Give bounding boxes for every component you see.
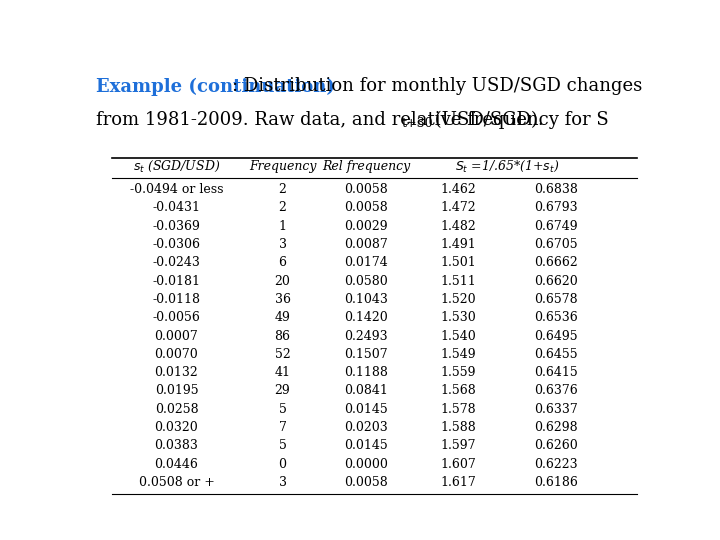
Text: 0.6186: 0.6186 bbox=[534, 476, 578, 489]
Text: 0.0058: 0.0058 bbox=[344, 183, 388, 196]
Text: 0.0070: 0.0070 bbox=[155, 348, 199, 361]
Text: 0.0580: 0.0580 bbox=[344, 275, 388, 288]
Text: 1.491: 1.491 bbox=[441, 238, 476, 251]
Text: 5: 5 bbox=[279, 439, 287, 453]
Text: 3: 3 bbox=[279, 476, 287, 489]
Text: 0.6298: 0.6298 bbox=[534, 421, 577, 434]
Text: 1.530: 1.530 bbox=[441, 311, 476, 324]
Text: 0.0145: 0.0145 bbox=[344, 439, 388, 453]
Text: 0.6337: 0.6337 bbox=[534, 403, 578, 416]
Text: 1.559: 1.559 bbox=[441, 366, 476, 379]
Text: 0.0508 or +: 0.0508 or + bbox=[138, 476, 215, 489]
Text: 0.6838: 0.6838 bbox=[534, 183, 578, 196]
Text: 0.6620: 0.6620 bbox=[534, 275, 578, 288]
Text: Example (continuation): Example (continuation) bbox=[96, 77, 335, 96]
Text: -0.0306: -0.0306 bbox=[153, 238, 200, 251]
Text: 0.6749: 0.6749 bbox=[534, 220, 577, 233]
Text: 1.540: 1.540 bbox=[441, 329, 476, 342]
Text: 6: 6 bbox=[279, 256, 287, 269]
Text: 0.6536: 0.6536 bbox=[534, 311, 578, 324]
Text: 0.6495: 0.6495 bbox=[534, 329, 577, 342]
Text: Frequency: Frequency bbox=[249, 160, 316, 173]
Text: 3: 3 bbox=[279, 238, 287, 251]
Text: 0.0841: 0.0841 bbox=[344, 384, 388, 397]
Text: 1: 1 bbox=[279, 220, 287, 233]
Text: 1.597: 1.597 bbox=[441, 439, 476, 453]
Text: 0.6223: 0.6223 bbox=[534, 457, 577, 470]
Text: 0.2493: 0.2493 bbox=[344, 329, 388, 342]
Text: 0.0258: 0.0258 bbox=[155, 403, 198, 416]
Text: t+30: t+30 bbox=[401, 117, 433, 130]
Text: -0.0056: -0.0056 bbox=[153, 311, 200, 324]
Text: 0.6260: 0.6260 bbox=[534, 439, 578, 453]
Text: 0.0000: 0.0000 bbox=[344, 457, 388, 470]
Text: 0.0383: 0.0383 bbox=[155, 439, 199, 453]
Text: 0.6455: 0.6455 bbox=[534, 348, 577, 361]
Text: -0.0494 or less: -0.0494 or less bbox=[130, 183, 223, 196]
Text: 0.6662: 0.6662 bbox=[534, 256, 578, 269]
Text: 0.0195: 0.0195 bbox=[155, 384, 198, 397]
Text: 0.1043: 0.1043 bbox=[344, 293, 388, 306]
Text: 7: 7 bbox=[279, 421, 287, 434]
Text: 1.588: 1.588 bbox=[441, 421, 476, 434]
Text: 1.520: 1.520 bbox=[441, 293, 476, 306]
Text: -0.0431: -0.0431 bbox=[153, 201, 200, 214]
Text: 2: 2 bbox=[279, 183, 287, 196]
Text: 5: 5 bbox=[279, 403, 287, 416]
Text: $S_t$ =1/.65*(1+$s_t$): $S_t$ =1/.65*(1+$s_t$) bbox=[455, 159, 559, 174]
Text: 0.0446: 0.0446 bbox=[155, 457, 199, 470]
Text: -0.0118: -0.0118 bbox=[153, 293, 200, 306]
Text: 0.0132: 0.0132 bbox=[155, 366, 199, 379]
Text: 49: 49 bbox=[274, 311, 290, 324]
Text: 29: 29 bbox=[274, 384, 290, 397]
Text: 0.6705: 0.6705 bbox=[534, 238, 577, 251]
Text: 2: 2 bbox=[279, 201, 287, 214]
Text: from 1981-2009. Raw data, and relative frequency for S: from 1981-2009. Raw data, and relative f… bbox=[96, 111, 608, 130]
Text: 0.6376: 0.6376 bbox=[534, 384, 578, 397]
Text: 0.1507: 0.1507 bbox=[344, 348, 388, 361]
Text: 1.482: 1.482 bbox=[441, 220, 476, 233]
Text: 0.0203: 0.0203 bbox=[344, 421, 388, 434]
Text: 0.0320: 0.0320 bbox=[155, 421, 199, 434]
Text: 0.6578: 0.6578 bbox=[534, 293, 577, 306]
Text: 36: 36 bbox=[274, 293, 290, 306]
Text: 1.568: 1.568 bbox=[441, 384, 476, 397]
Text: 1.549: 1.549 bbox=[441, 348, 476, 361]
Text: 41: 41 bbox=[274, 366, 290, 379]
Text: 52: 52 bbox=[274, 348, 290, 361]
Text: 1.617: 1.617 bbox=[441, 476, 476, 489]
Text: 1.607: 1.607 bbox=[441, 457, 476, 470]
Text: 0.6415: 0.6415 bbox=[534, 366, 578, 379]
Text: -0.0181: -0.0181 bbox=[153, 275, 200, 288]
Text: 20: 20 bbox=[274, 275, 290, 288]
Text: 1.501: 1.501 bbox=[441, 256, 476, 269]
Text: 1.472: 1.472 bbox=[441, 201, 476, 214]
Text: 0: 0 bbox=[279, 457, 287, 470]
Text: $s_t$ (SGD/USD): $s_t$ (SGD/USD) bbox=[132, 159, 220, 174]
Text: 0.0145: 0.0145 bbox=[344, 403, 388, 416]
Text: 0.1188: 0.1188 bbox=[344, 366, 388, 379]
Text: 0.0058: 0.0058 bbox=[344, 476, 388, 489]
Text: : Distribution for monthly USD/SGD changes: : Distribution for monthly USD/SGD chang… bbox=[233, 77, 642, 95]
Text: 0.6793: 0.6793 bbox=[534, 201, 577, 214]
Text: 86: 86 bbox=[274, 329, 290, 342]
Text: 0.0007: 0.0007 bbox=[155, 329, 199, 342]
Text: 0.0058: 0.0058 bbox=[344, 201, 388, 214]
Text: -0.0369: -0.0369 bbox=[153, 220, 200, 233]
Text: 0.1420: 0.1420 bbox=[344, 311, 388, 324]
Text: 0.0174: 0.0174 bbox=[344, 256, 388, 269]
Text: Rel frequency: Rel frequency bbox=[322, 160, 410, 173]
Text: 0.0029: 0.0029 bbox=[344, 220, 388, 233]
Text: 0.0087: 0.0087 bbox=[344, 238, 388, 251]
Text: 1.462: 1.462 bbox=[441, 183, 476, 196]
Text: 1.511: 1.511 bbox=[441, 275, 476, 288]
Text: 1.578: 1.578 bbox=[441, 403, 476, 416]
Text: (USD/SGD).: (USD/SGD). bbox=[429, 111, 544, 130]
Text: -0.0243: -0.0243 bbox=[153, 256, 200, 269]
